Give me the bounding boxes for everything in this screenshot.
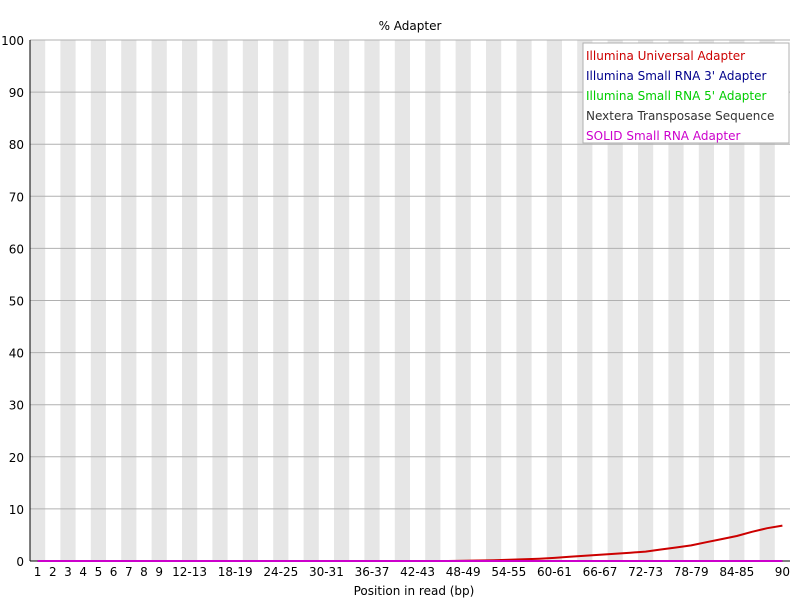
- series-lines: [37, 524, 783, 562]
- x-tick-label: 18-19: [218, 565, 253, 579]
- legend-entry: Illumina Small RNA 5' Adapter: [586, 89, 767, 103]
- legend-entry: SOLID Small RNA Adapter: [586, 129, 740, 143]
- x-tick-label: 72-73: [628, 565, 663, 579]
- x-tick-label: 1: [34, 565, 42, 579]
- x-tick-label: 36-37: [355, 565, 390, 579]
- y-tick-label: 100: [1, 34, 24, 48]
- gridlines: [30, 39, 790, 562]
- x-axis-label: Position in read (bp): [354, 584, 475, 598]
- legend-entry: Illumina Universal Adapter: [586, 49, 745, 63]
- y-tick-label: 70: [9, 190, 24, 204]
- y-tick-label: 10: [9, 503, 24, 517]
- x-tick-label: 48-49: [446, 565, 481, 579]
- x-tick-label: 78-79: [674, 565, 709, 579]
- x-tick-label: 7: [125, 565, 133, 579]
- x-tick-label: 2: [49, 565, 57, 579]
- x-tick-label: 42-43: [400, 565, 435, 579]
- x-tick-label: 30-31: [309, 565, 344, 579]
- y-tick-label: 40: [9, 347, 24, 361]
- x-tick-label: 60-61: [537, 565, 572, 579]
- y-tick-label: 20: [9, 451, 24, 465]
- y-tick-labels: 0 10 20 30 40 50 60 70 80 90 100: [1, 34, 24, 569]
- chart-title: % Adapter: [379, 19, 442, 33]
- x-tick-label: 8: [140, 565, 148, 579]
- y-tick-label: 50: [9, 295, 24, 309]
- x-tick-label: 4: [79, 565, 87, 579]
- x-tick-label: 66-67: [583, 565, 618, 579]
- x-tick-label: 12-13: [172, 565, 207, 579]
- legend-box: [582, 42, 790, 144]
- x-tick-label: 5: [95, 565, 103, 579]
- x-tick-label: 6: [110, 565, 118, 579]
- legend: Illumina Universal Adapter Illumina Small…: [582, 42, 790, 144]
- x-tick-labels: 1 2 3 4 5 6 7 8 9 12-13 18-19 24-25 30-31 36-37 42-43 4…: [34, 565, 790, 579]
- y-tick-label: 0: [16, 555, 24, 569]
- y-tick-label: 60: [9, 242, 24, 256]
- x-tick-label: 84-85: [719, 565, 754, 579]
- y-tick-label: 90: [9, 86, 24, 100]
- x-tick-label: 9: [155, 565, 163, 579]
- legend-entry: Nextera Transposase Sequence: [586, 109, 774, 123]
- legend-entry: Illumina Small RNA 3' Adapter: [586, 69, 767, 83]
- x-tick-label: 54-55: [491, 565, 526, 579]
- x-tick-label: 90: [775, 565, 790, 579]
- y-tick-label: 80: [9, 138, 24, 152]
- x-tick-label: 24-25: [263, 565, 298, 579]
- y-tick-label: 30: [9, 399, 24, 413]
- x-tick-label: 3: [64, 565, 72, 579]
